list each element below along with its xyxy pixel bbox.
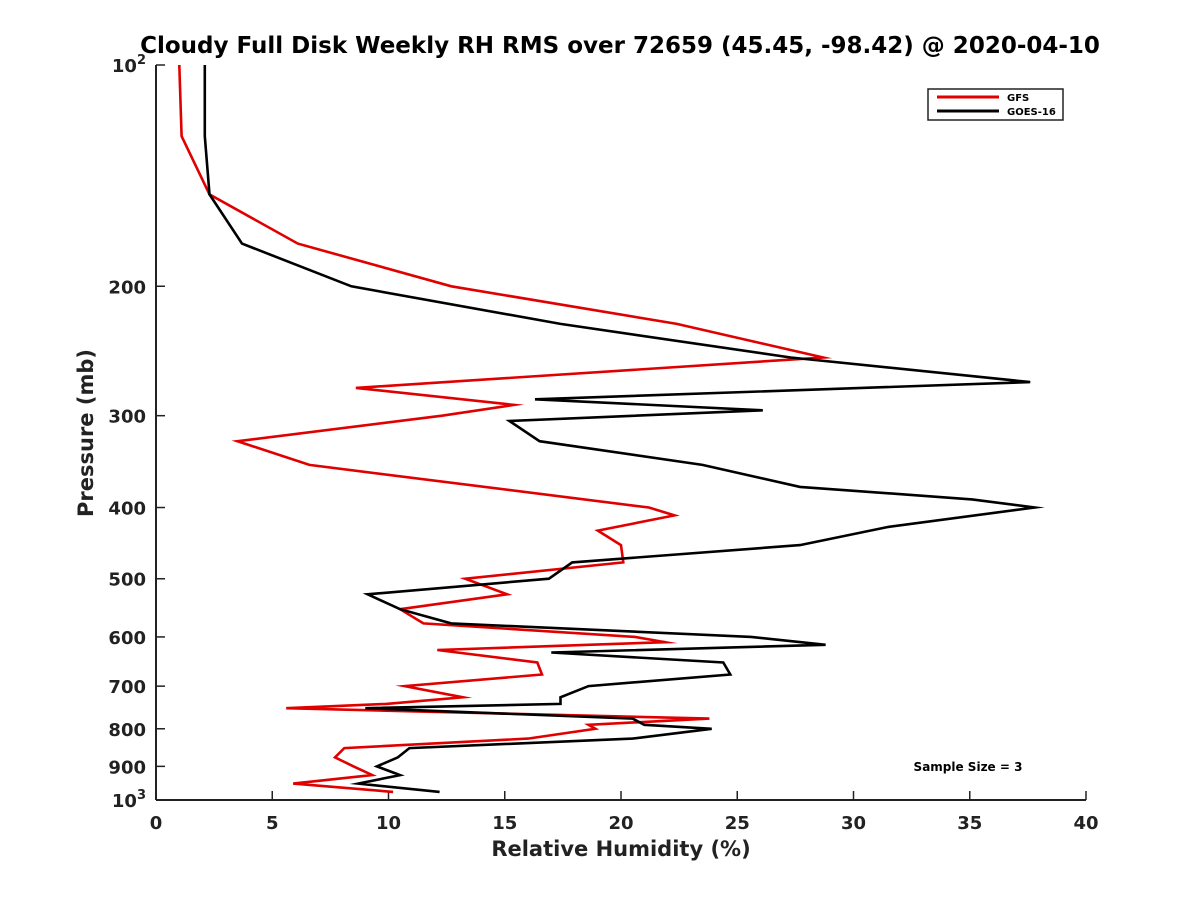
legend: GFS GOES-16	[927, 88, 1064, 121]
y-tick-label: 102	[112, 53, 146, 77]
y-tick-label: 600	[108, 628, 146, 649]
x-tick-label: 0	[150, 813, 163, 834]
y-tick-base: 10	[112, 56, 137, 77]
x-tick-label: 15	[492, 813, 517, 834]
x-tick-label: 5	[266, 813, 279, 834]
plot-area: 0 5 10 15 20 25 30 35 40 10220030040050060070080…	[108, 53, 1098, 834]
x-axis-label: Relative Humidity (%)	[491, 837, 750, 861]
y-tick-label: 700	[108, 677, 146, 698]
series-line-gfs	[178, 64, 833, 794]
y-tick-label: 400	[108, 499, 146, 520]
series-lines	[178, 64, 1045, 794]
x-tick-label: 30	[841, 813, 866, 834]
y-tick-label: 200	[108, 277, 146, 298]
y-tick-label: 300	[108, 407, 146, 428]
legend-label-goes16: GOES-16	[1007, 107, 1056, 118]
x-ticks: 0 5 10 15 20 25 30 35 40	[150, 791, 1099, 834]
x-tick-label: 35	[957, 813, 982, 834]
y-tick-label: 800	[108, 720, 146, 741]
y-axis-label: Pressure (mb)	[74, 349, 98, 517]
y-tick-label: 900	[108, 757, 146, 778]
x-tick-label: 25	[725, 813, 750, 834]
x-tick-label: 40	[1073, 813, 1098, 834]
x-tick-label: 20	[608, 813, 633, 834]
legend-box	[927, 88, 1064, 121]
y-tick-exponent: 3	[137, 788, 146, 803]
legend-label-gfs: GFS	[1007, 93, 1029, 104]
y-tick-exponent: 2	[137, 53, 146, 68]
y-tick-base: 10	[112, 791, 137, 812]
x-tick-label: 10	[376, 813, 401, 834]
series-line-goes16	[203, 65, 1045, 794]
y-tick-label: 500	[108, 570, 146, 591]
chart-title: Cloudy Full Disk Weekly RH RMS over 7265…	[140, 33, 1100, 59]
sample-size-annotation: Sample Size = 3	[914, 760, 1023, 774]
y-tick-label: 103	[112, 788, 146, 812]
